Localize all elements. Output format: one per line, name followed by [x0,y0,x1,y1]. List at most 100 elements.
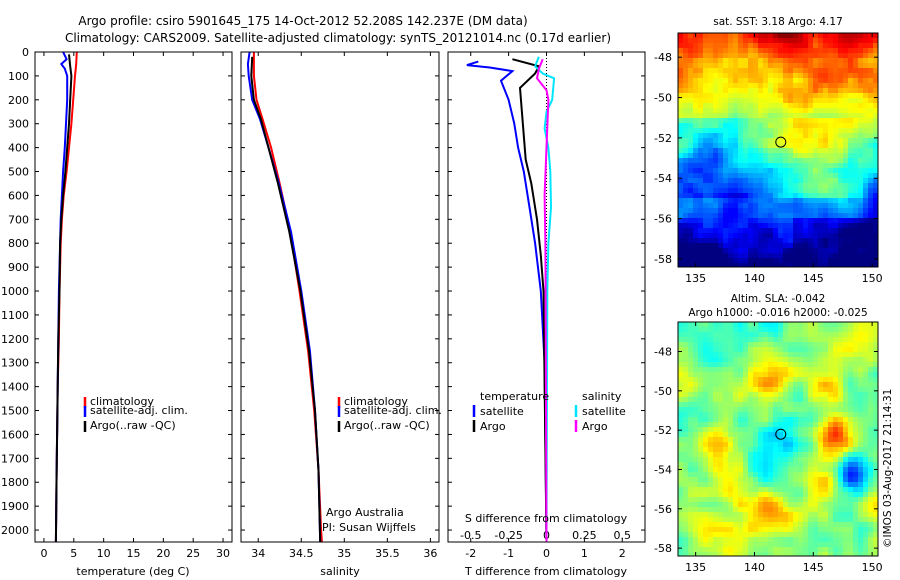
sla-cell [748,377,754,383]
sst-cell [693,198,699,204]
sst-cell [713,53,719,59]
sst-cell [848,168,854,174]
sla-cell [863,337,869,343]
sst-cell [788,168,794,174]
sla-cell [763,442,769,448]
sla-cell [823,437,829,443]
sst-cell [738,213,744,219]
sst-cell [783,248,789,254]
sst-cell [853,128,859,134]
sla-cell [783,487,789,493]
sla-cell [678,462,684,468]
sla-cell [693,532,699,538]
sst-cell [803,43,809,49]
sla-cell [838,322,844,328]
sst-cell [808,88,814,94]
sst-cell [783,218,789,224]
sla-cell [873,542,878,548]
sst-cell [818,193,824,199]
sst-cell [798,253,804,259]
sla-cell [843,512,849,518]
sla-cell [788,482,794,488]
sst-cell [778,43,784,49]
sst-cell [718,183,724,189]
sst-cell [858,238,864,244]
sla-cell [743,452,749,458]
sst-cell [748,213,754,219]
sst-cell [793,193,799,199]
sla-cell [683,467,689,473]
sst-cell [828,148,834,154]
sst-cell [743,218,749,224]
sst-cell [818,103,824,109]
sla-cell [778,447,784,453]
sst-cell [703,48,709,54]
sla-cell [718,467,724,473]
sla-cell [823,362,829,368]
sla-cell [698,507,704,513]
sla-cell [808,417,814,423]
sst-cell [728,53,734,59]
sla-cell [678,372,684,378]
sla-cell [758,437,764,443]
sst-cell [788,78,794,84]
sst-cell [698,248,704,254]
sst-cell [843,208,849,214]
sla-cell [798,417,804,423]
sla-cell [838,552,844,556]
temperature-lines [54,52,78,542]
sla-cell [793,422,799,428]
sst-cell [728,43,734,49]
sst-cell [773,68,779,74]
sst-cell [693,153,699,159]
sst-cell [798,68,804,74]
sla-cell [808,517,814,523]
sla-cell [768,457,774,463]
sla-cell [853,492,859,498]
sla-cell [823,332,829,338]
sst-cell [758,178,764,184]
sst-cell [843,223,849,229]
sla-cell [703,472,709,478]
sla-cell [783,327,789,333]
series-line-s-satellite [533,56,556,542]
sla-cell [798,457,804,463]
sla-cell [793,357,799,363]
sst-cell [783,73,789,79]
sst-cell [798,263,804,267]
sla-cell [698,397,704,403]
sla-cell [858,547,864,553]
sst-cell [803,143,809,149]
sla-cell [873,517,878,523]
sla-cell [738,412,744,418]
sla-cell [738,407,744,413]
sst-cell [728,183,734,189]
sst-cell [748,68,754,74]
sla-cell [713,477,719,483]
sla-cell [853,347,859,353]
sla-cell [693,377,699,383]
sst-cell [778,248,784,254]
sla-cell [838,477,844,483]
sst-cell [748,73,754,79]
sst-cell [743,163,749,169]
sst-cell [743,88,749,94]
sst-cell [763,168,769,174]
sst-cell [873,173,878,179]
sla-cell [698,377,704,383]
sla-cell [708,332,714,338]
sst-cell [748,133,754,139]
sst-cell [803,78,809,84]
sla-cell [793,372,799,378]
sst-cell [688,263,694,267]
sla-cell [683,327,689,333]
sst-cell [868,253,874,259]
sla-cell [728,357,734,363]
sla-cell [723,517,729,523]
sla-cell [768,552,774,556]
sst-cell [813,93,819,99]
sst-cell [723,93,729,99]
sst-cell [783,243,789,249]
sla-cell [808,497,814,503]
sla-cell [783,547,789,553]
